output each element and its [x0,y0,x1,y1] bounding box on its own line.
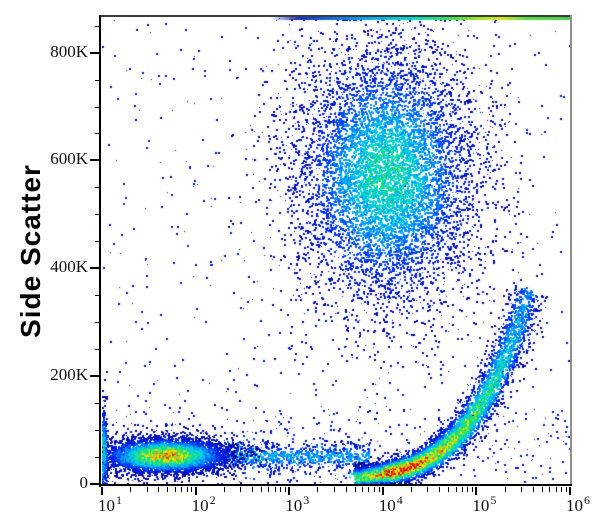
x-minor-tick [455,487,457,492]
x-tick-label: 105 [462,493,506,517]
x-minor-tick [410,487,412,492]
x-minor-tick [280,487,282,492]
x-tick-exponent: 6 [584,493,590,507]
y-axis-line [99,15,101,487]
x-tick-exponent: 3 [303,493,310,507]
x-minor-tick [461,487,463,492]
x-minor-tick [378,487,380,492]
x-minor-tick [174,487,176,492]
x-minor-tick [191,487,193,492]
x-minor-tick [439,487,441,492]
x-minor-tick [274,487,276,492]
x-minor-tick [240,487,242,492]
x-tick-label: 106 [556,493,600,517]
y-tick-label: 800K [50,41,88,61]
x-tick-base: 10 [285,496,303,515]
x-tick-exponent: 4 [396,493,403,507]
x-major-tick [381,487,384,495]
x-axis-line [99,484,572,486]
x-tick-base: 10 [472,496,490,515]
x-tick-base: 10 [378,496,396,515]
x-minor-tick [427,487,429,492]
x-minor-tick [130,487,132,492]
x-tick-exponent: 2 [209,493,216,507]
x-minor-tick [251,487,253,492]
x-minor-tick [541,487,543,492]
x-tick-base: 10 [566,496,583,515]
x-major-tick [194,487,197,495]
x-minor-tick [373,487,375,492]
x-minor-tick [268,487,270,492]
x-minor-tick [521,487,523,492]
x-tick-base: 10 [191,496,209,515]
x-tick-base: 10 [98,496,115,515]
x-minor-tick [181,487,183,492]
plot-border-right [570,15,572,486]
x-minor-tick [261,487,263,492]
x-minor-tick [549,487,551,492]
x-tick-label: 102 [182,493,226,517]
x-minor-tick [565,487,567,492]
x-minor-tick [504,487,506,492]
x-tick-exponent: 5 [490,493,497,507]
x-minor-tick [317,487,319,492]
x-minor-tick [472,487,474,492]
plot-border-top [99,15,572,17]
x-major-tick [569,487,571,495]
x-minor-tick [560,487,562,492]
x-minor-tick [555,487,557,492]
x-major-tick [475,487,478,495]
x-minor-tick [158,487,160,492]
x-minor-tick [186,487,188,492]
x-minor-tick [345,487,347,492]
y-axis-title: Side Scatter [15,164,46,338]
x-tick-exponent: 1 [116,493,122,507]
scatter-density-canvas [102,17,570,484]
x-tick-label: 103 [275,493,319,517]
y-tick-label: 0 [79,473,89,492]
x-major-tick [101,487,103,495]
x-minor-tick [333,487,335,492]
x-minor-tick [448,487,450,492]
x-minor-tick [368,487,370,492]
x-minor-tick [362,487,364,492]
x-minor-tick [532,487,534,492]
x-minor-tick [354,487,356,492]
x-tick-label: 104 [369,493,413,517]
x-minor-tick [284,487,286,492]
x-minor-tick [167,487,169,492]
x-minor-tick [223,487,225,492]
x-minor-tick [467,487,469,492]
x-major-tick [288,487,291,495]
x-tick-label: 101 [88,493,132,517]
x-minor-tick [146,487,148,492]
